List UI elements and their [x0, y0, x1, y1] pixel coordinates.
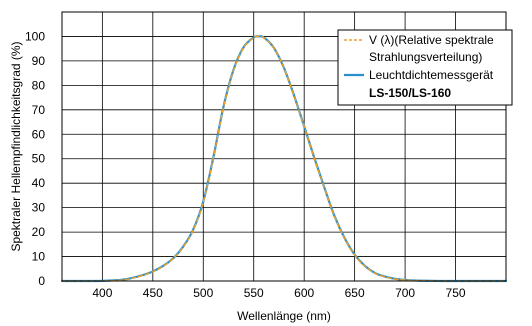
y-tick-label: 70 [32, 103, 46, 117]
legend-label: Strahlungsverteilung) [369, 50, 482, 64]
legend-label: Leuchtdichtemessgerät [369, 68, 494, 82]
y-tick-label: 90 [32, 54, 46, 68]
y-tick-label: 50 [32, 152, 46, 166]
y-axis-title: Spektraler Hellempfindlichkeitsgrad (%) [9, 41, 23, 251]
series-layer [60, 35, 508, 283]
x-tick-label: 550 [244, 286, 264, 300]
y-tick-label: 40 [32, 176, 46, 190]
x-tick-label: 700 [395, 286, 415, 300]
x-tick-label: 600 [294, 286, 314, 300]
x-tick-label: 500 [193, 286, 213, 300]
legend-label: LS-150/LS-160 [369, 86, 451, 100]
x-axis-ticks: 400 450 500 550 600 650 700 750 [92, 286, 466, 300]
x-tick-label: 750 [446, 286, 466, 300]
legend-label: V (λ)(Relative spektrale [369, 33, 494, 47]
x-tick-label: 400 [92, 286, 112, 300]
y-tick-label: 20 [32, 225, 46, 239]
x-tick-label: 450 [143, 286, 163, 300]
x-tick-label: 650 [345, 286, 365, 300]
legend: V (λ)(Relative spektrale Strahlungsvertei… [337, 29, 513, 106]
y-tick-label: 60 [32, 127, 46, 141]
y-tick-label: 30 [32, 201, 46, 215]
y-tick-label: 10 [32, 250, 46, 264]
x-axis-title: Wellenlänge (nm) [237, 309, 331, 323]
y-axis-ticks: 0 10 20 30 40 50 60 70 80 90 100 [25, 29, 45, 288]
y-tick-label: 100 [25, 29, 45, 43]
series-line-0 [61, 35, 507, 282]
y-tick-label: 80 [32, 78, 46, 92]
legend-box [337, 29, 513, 106]
y-tick-label: 0 [38, 274, 45, 288]
plot-frame [61, 11, 507, 282]
